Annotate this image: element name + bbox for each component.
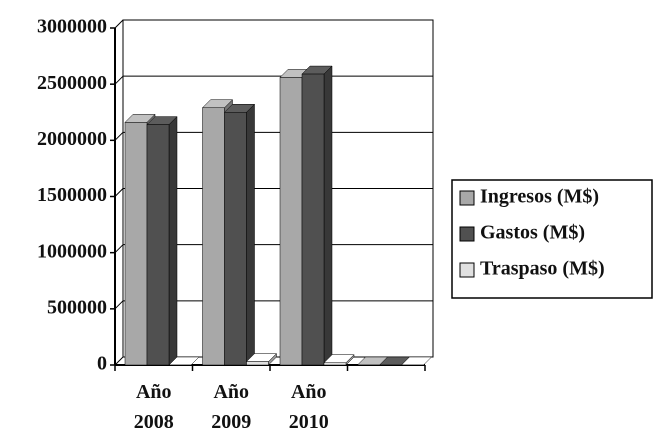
y-tick-label: 2500000 [37, 72, 107, 94]
legend-swatch [459, 190, 475, 206]
grid-line [114, 188, 124, 197]
legend-box [451, 179, 653, 299]
y-tick-label: 0 [97, 353, 107, 375]
y-tick-label: 3000000 [37, 16, 107, 38]
x-tick-label: Año 2010 [288, 381, 329, 433]
y-tick-label: 1000000 [37, 240, 107, 262]
bar [279, 77, 303, 366]
y-tick-label: 500000 [47, 296, 107, 318]
grid-line [114, 244, 124, 254]
legend-label: Gastos (M$) [480, 222, 585, 244]
bar [357, 364, 380, 366]
bar [301, 73, 325, 366]
grid-line [114, 19, 124, 29]
legend-label: Traspaso (M$) [480, 258, 605, 280]
legend-label: Ingresos (M$) [480, 186, 599, 208]
bar [146, 124, 170, 366]
grid-line [114, 356, 124, 366]
bar [401, 364, 424, 366]
bar-side [168, 116, 178, 366]
bar-side [246, 103, 255, 366]
x-tick-label: Año 2008 [133, 381, 174, 433]
grid-line [114, 131, 124, 141]
legend-swatch [459, 262, 475, 278]
legend-swatch [459, 226, 475, 242]
y-tick-label: 2000000 [37, 128, 107, 150]
bar-side [323, 65, 333, 366]
bar [202, 107, 225, 366]
grid-line [114, 75, 124, 85]
bar [168, 364, 192, 366]
y-tick-label: 1500000 [37, 184, 107, 206]
grid-line [114, 300, 124, 310]
x-tick-label: Año 2009 [211, 381, 252, 433]
bar [124, 122, 148, 366]
bar [323, 362, 347, 366]
bar [224, 112, 247, 366]
bar [246, 361, 269, 366]
bar [379, 364, 402, 366]
